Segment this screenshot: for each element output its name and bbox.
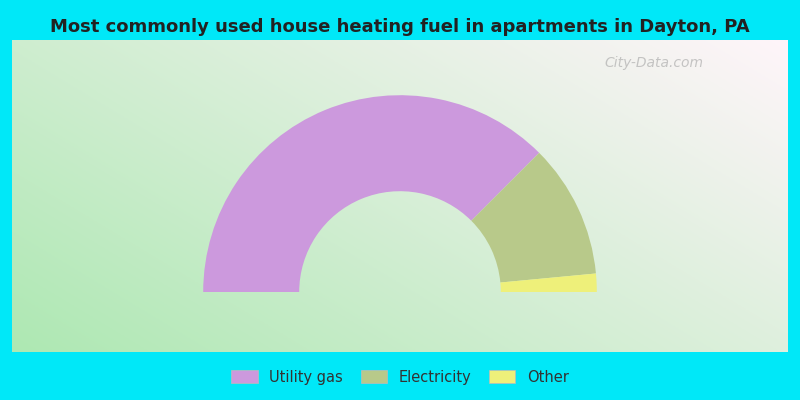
Text: City-Data.com: City-Data.com [605, 56, 704, 70]
Wedge shape [203, 95, 539, 292]
Text: Most commonly used house heating fuel in apartments in Dayton, PA: Most commonly used house heating fuel in… [50, 18, 750, 36]
Wedge shape [500, 274, 597, 292]
Wedge shape [471, 153, 596, 282]
Legend: Utility gas, Electricity, Other: Utility gas, Electricity, Other [226, 364, 574, 391]
